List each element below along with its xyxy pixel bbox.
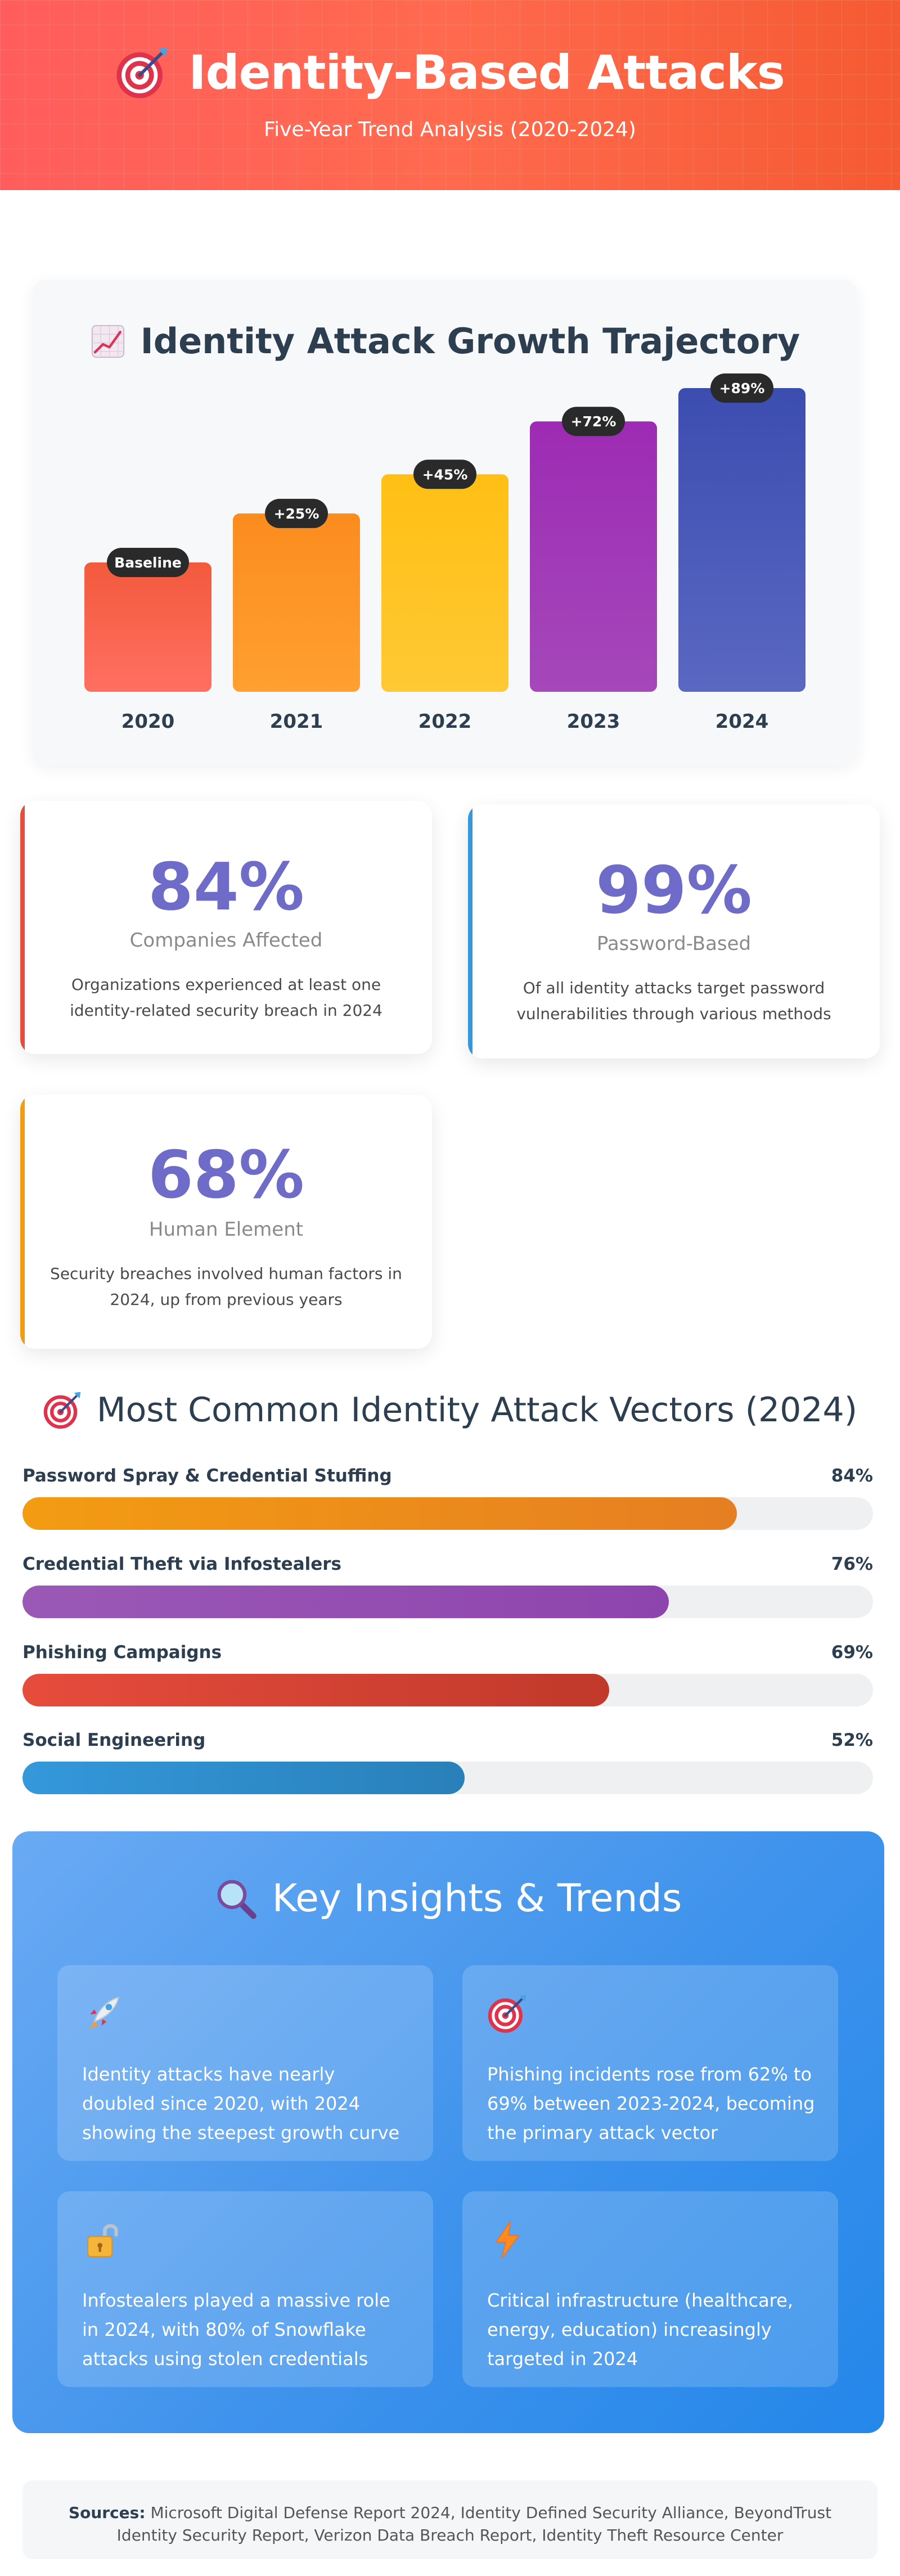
magnifying-glass-icon (215, 1877, 258, 1920)
lightning-icon (487, 2219, 528, 2260)
insight-text: Phishing incidents rose from 62% to 69% … (487, 2064, 815, 2143)
vector-progress-fill (22, 1586, 669, 1618)
vectors-title-row: Most Common Identity Attack Vectors (202… (0, 1390, 900, 1430)
chart-title-row: Identity Attack Growth Trajectory (33, 321, 857, 362)
data-label-2024: +89% (719, 380, 765, 397)
insight-text: Identity attacks have nearly doubled sin… (82, 2064, 400, 2143)
data-label-2023: +72% (571, 413, 616, 430)
vector-row-credential-theft: Credential Theft via Infostealers 76% (22, 1554, 873, 1622)
vector-progress-track (22, 1762, 873, 1794)
vector-name: Password Spray & Credential Stuffing (22, 1466, 392, 1486)
data-label-2021: +25% (274, 506, 320, 522)
sources-list: Microsoft Digital Defense Report 2024, I… (116, 2503, 832, 2545)
stat-value: 68% (148, 1137, 304, 1213)
bar-2023 (530, 421, 657, 692)
category-label-2023: 2023 (567, 710, 620, 733)
bar-2024 (678, 388, 806, 692)
category-label-2022: 2022 (418, 710, 472, 733)
vector-percentage: 76% (831, 1554, 873, 1574)
vectors-section-title: Most Common Identity Attack Vectors (202… (96, 1390, 858, 1430)
vector-percentage: 69% (831, 1642, 873, 1663)
vector-progress-track (22, 1586, 873, 1618)
sources-footer: Sources: Microsoft Digital Defense Repor… (22, 2480, 878, 2559)
insights-title-row: Key Insights & Trends (12, 1876, 884, 1921)
data-label-pill-2023 (562, 407, 625, 436)
chart-title: Identity Attack Growth Trajectory (140, 321, 800, 362)
vector-row-phishing: Phishing Campaigns 69% (22, 1642, 873, 1710)
vector-row-social-engineering: Social Engineering 52% (22, 1730, 873, 1798)
bar-2020 (84, 562, 212, 692)
unlocked-padlock-icon (82, 2219, 123, 2260)
bar-2021 (233, 513, 360, 692)
page-title: Identity-Based Attacks (188, 45, 785, 100)
insights-title: Key Insights & Trends (272, 1876, 682, 1921)
data-label-2020: Baseline (114, 555, 182, 571)
insight-card: Critical infrastructure (healthcare, ene… (462, 2191, 838, 2387)
stat-card-companies-affected: 84% Companies Affected Organizations exp… (20, 801, 432, 1054)
target-icon (115, 46, 169, 100)
data-label-pill-2024 (710, 373, 773, 403)
data-label-2022: +45% (422, 466, 468, 483)
vector-progress-track (22, 1497, 873, 1530)
stat-description: Organizations experienced at least one i… (70, 975, 382, 1020)
stat-card-password-based: 99% Password-Based Of all identity attac… (468, 804, 880, 1059)
vector-name: Social Engineering (22, 1730, 206, 1750)
stat-description: Of all identity attacks target password … (516, 979, 831, 1023)
data-label-pill-2022 (413, 460, 476, 489)
vector-progress-fill (22, 1497, 737, 1530)
data-label-pill-2021 (265, 498, 328, 528)
vector-progress-track (22, 1674, 873, 1706)
vector-percentage: 84% (831, 1466, 873, 1486)
vector-progress-fill (22, 1674, 610, 1706)
rocket-icon (82, 1993, 123, 2034)
header-title-row: Identity-Based Attacks (0, 45, 900, 100)
sources-text: Sources: Microsoft Digital Defense Repor… (56, 2502, 844, 2547)
vector-row-password-spray: Password Spray & Credential Stuffing 84% (22, 1466, 873, 1533)
category-label-2021: 2021 (270, 710, 323, 733)
vector-percentage: 52% (831, 1730, 873, 1750)
insight-text: Critical infrastructure (healthcare, ene… (487, 2290, 793, 2370)
growth-bar-chart: Baseline 2020 +25% 2021 +45% 2022 +72% 2023 +89%… (84, 373, 806, 733)
key-insights-panel: Key Insights & Trends Identity attacks h… (12, 1831, 884, 2433)
category-label-2020: 2020 (122, 710, 175, 733)
stat-description: Security breaches involved human factors… (50, 1264, 402, 1309)
stat-card-human-element: 68% Human Element Security breaches invo… (20, 1095, 432, 1349)
category-label-2024: 2024 (716, 710, 769, 733)
page-subtitle: Five-Year Trend Analysis (2020-2024) (264, 118, 636, 141)
stat-value: 99% (596, 853, 752, 929)
growth-chart-card: Identity Attack Growth Trajectory Baseli… (33, 280, 857, 765)
insight-card: Infostealers played a massive role in 20… (57, 2191, 433, 2387)
insight-card: Identity attacks have nearly doubled sin… (57, 1965, 433, 2161)
insight-card: Phishing incidents rose from 62% to 69% … (462, 1965, 838, 2161)
stat-accent-bar (20, 801, 25, 1054)
header-banner: Identity-Based Attacks Five-Year Trend A… (0, 0, 900, 190)
vector-name: Phishing Campaigns (22, 1642, 222, 1663)
stat-accent-bar (468, 804, 472, 1059)
insight-text: Infostealers played a massive role in 20… (82, 2290, 390, 2370)
stat-label: Human Element (148, 1218, 304, 1241)
stat-label: Companies Affected (129, 929, 323, 952)
bar-2022 (381, 474, 508, 692)
stat-label: Password-Based (596, 933, 752, 955)
data-label-pill-2020 (107, 548, 189, 577)
vector-progress-fill (22, 1762, 465, 1794)
sources-label: Sources: (68, 2503, 146, 2522)
target-icon (43, 1390, 82, 1430)
vector-name: Credential Theft via Infostealers (22, 1554, 342, 1574)
stat-value: 84% (148, 849, 304, 925)
stat-accent-bar (20, 1095, 25, 1349)
target-icon (487, 1993, 528, 2034)
